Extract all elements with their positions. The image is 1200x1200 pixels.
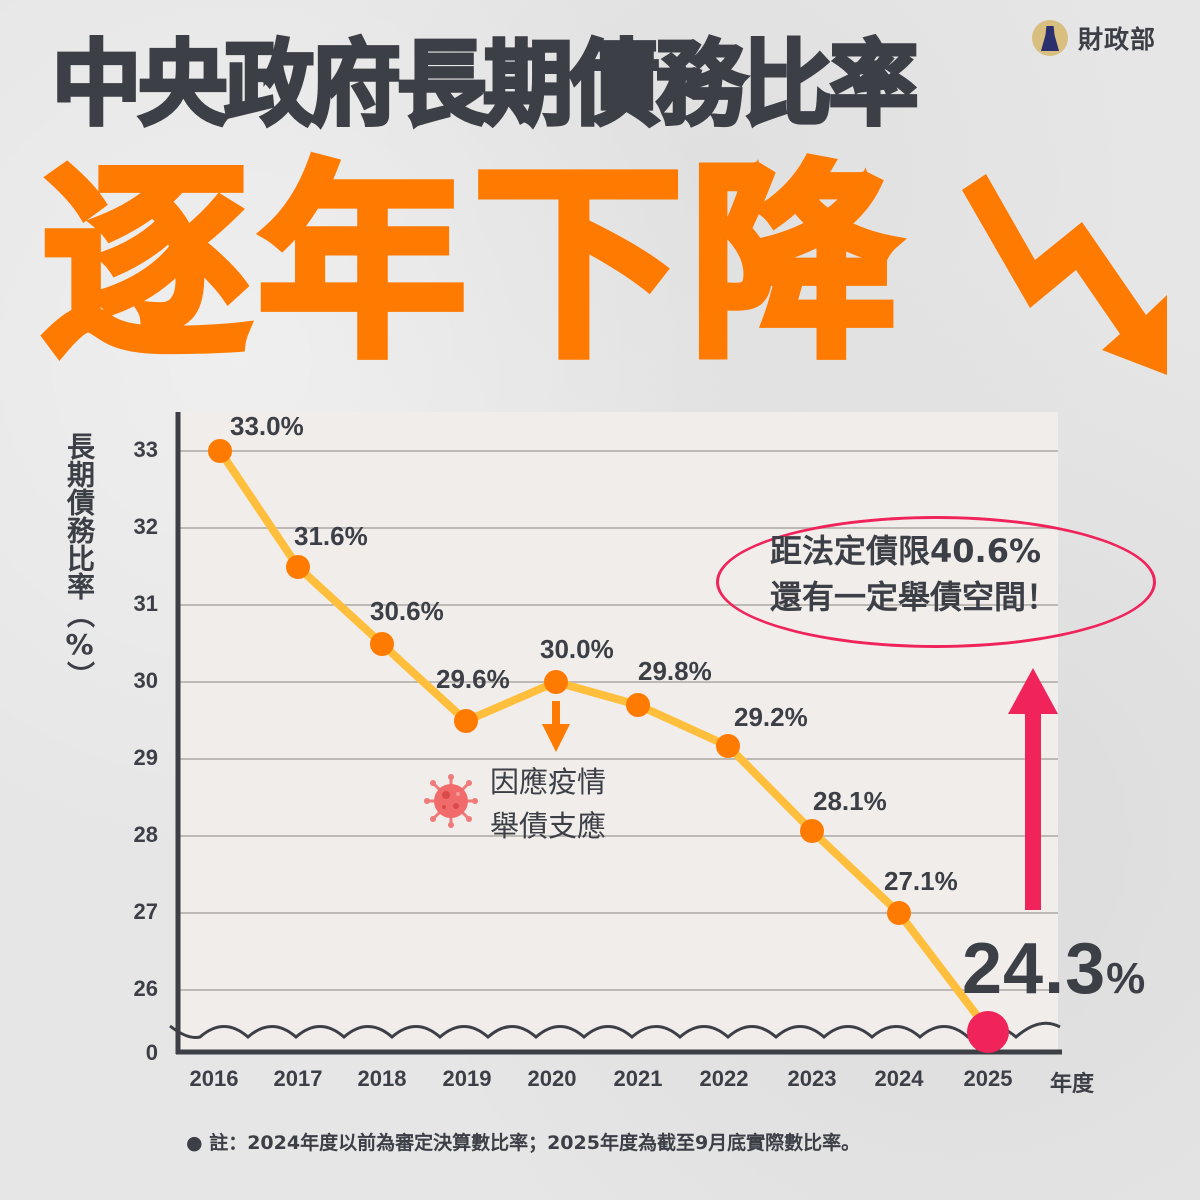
ministry-name: 財政部	[1078, 25, 1157, 54]
y-tick-30: 30	[133, 668, 158, 693]
data-label-2020: 30.0%	[540, 634, 614, 664]
x-tick-2020: 2020	[527, 1066, 577, 1091]
callout-line2: 還有一定舉債空間！	[770, 578, 1059, 616]
covid-annotation-line2: 舉債支應	[490, 809, 607, 843]
x-tick-2023: 2023	[787, 1066, 837, 1091]
data-label-2019: 29.6%	[436, 664, 510, 694]
ministry-logo: 財政部	[1032, 20, 1156, 56]
data-points	[208, 439, 911, 925]
debt-limit-callout-ellipse	[716, 516, 1156, 648]
data-point-2025	[967, 1011, 1009, 1053]
covid-annotation-line1: 因應疫情	[490, 765, 607, 799]
x-tick-2018: 2018	[357, 1066, 407, 1091]
y-tick-26: 26	[133, 976, 158, 1001]
debt-limit-callout: 距法定債限40.6% 還有一定舉債空間！	[770, 528, 1058, 620]
gridlines	[178, 450, 1058, 991]
data-label-2024: 27.1%	[884, 866, 958, 896]
data-label-2016: 33.0%	[230, 411, 304, 441]
covid-down-arrow-icon	[542, 701, 570, 752]
y-tick-29: 29	[133, 745, 158, 770]
x-tick-2021: 2021	[613, 1066, 663, 1091]
data-label-2021: 29.8%	[638, 656, 712, 686]
data-label-2025: 24.3%	[962, 928, 1146, 1010]
y-axis-title: 長期債務比率（%）	[63, 432, 96, 689]
y-tick-33: 33	[133, 437, 158, 462]
covid-annotation: 因應疫情 舉債支應	[490, 760, 606, 848]
x-tick-2016: 2016	[189, 1066, 239, 1091]
data-line	[216, 448, 992, 1033]
data-label-2022: 29.2%	[734, 702, 808, 732]
x-tick-2024: 2024	[874, 1066, 924, 1091]
x-tick-2019: 2019	[442, 1066, 492, 1091]
data-label-2023: 28.1%	[813, 786, 887, 816]
y-tick-27: 27	[133, 899, 158, 924]
ministry-of-finance-emblem-icon	[1032, 20, 1068, 56]
y-tick-28: 28	[133, 822, 158, 847]
virus-icon	[424, 774, 478, 828]
page-subtitle: 逐年下降	[38, 144, 906, 386]
callout-line1: 距法定債限40.6%	[770, 532, 1042, 570]
data-label-2017: 31.6%	[294, 521, 368, 551]
axis-break-wave	[169, 1021, 1061, 1039]
x-tick-2022: 2022	[699, 1066, 749, 1091]
y-tick-31: 31	[133, 591, 158, 616]
trend-down-arrow-icon	[962, 174, 1167, 375]
y-tick-32: 32	[133, 514, 158, 539]
x-tick-2017: 2017	[273, 1066, 323, 1091]
up-arrow-icon	[1008, 668, 1058, 910]
big-value-number: 24.3	[962, 929, 1107, 1009]
footnote: ● 註：2024年度以前為審定決算數比率；2025年度為截至9月底實際數比率。	[186, 1132, 861, 1154]
page-title: 中央政府長期債務比率	[50, 29, 920, 140]
y-tick-0: 0	[145, 1040, 158, 1065]
big-value-unit: %	[1106, 954, 1147, 1003]
x-axis-unit: 年度	[1050, 1072, 1095, 1097]
x-tick-2025: 2025	[963, 1066, 1013, 1091]
data-label-2018: 30.6%	[370, 596, 444, 626]
